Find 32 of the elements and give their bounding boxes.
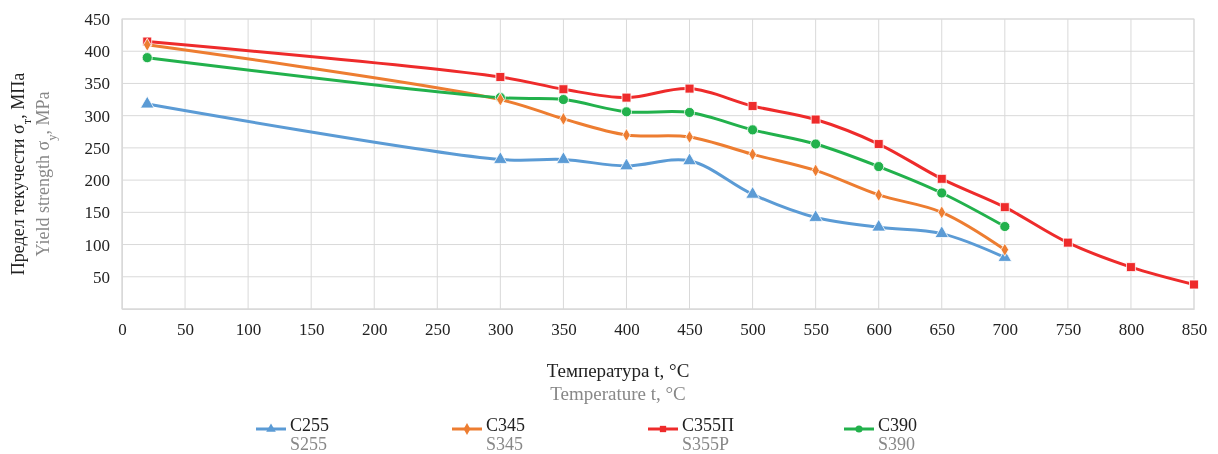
legend-label: С390 S390 bbox=[878, 415, 918, 454]
x-tick-label: 600 bbox=[866, 320, 892, 340]
y-tick-label: 200 bbox=[84, 171, 110, 191]
x-tick-label: 50 bbox=[177, 320, 195, 340]
x-tick-label: 400 bbox=[614, 320, 640, 340]
x-tick-label: 300 bbox=[488, 320, 514, 340]
x-tick-label: 850 bbox=[1181, 320, 1208, 340]
y-tick-label: 450 bbox=[84, 9, 110, 29]
x-tick-label: 750 bbox=[1055, 320, 1082, 340]
x-tick-label: 650 bbox=[929, 320, 956, 340]
x-tick-label: 250 bbox=[425, 320, 451, 340]
x-tick-label: 350 bbox=[551, 320, 577, 340]
x-tick-label: 150 bbox=[298, 320, 325, 340]
y-tick-label: 250 bbox=[84, 138, 110, 158]
y-tick-label: 150 bbox=[84, 203, 110, 223]
x-tick-label: 200 bbox=[361, 320, 388, 340]
y-tick-label: 100 bbox=[84, 235, 110, 255]
x-tick-label: 550 bbox=[803, 320, 829, 340]
y-tick-label: 350 bbox=[84, 74, 110, 94]
x-tick-label: 450 bbox=[677, 320, 703, 340]
x-tick-label: 500 bbox=[740, 320, 766, 340]
x-tick-label: 100 bbox=[235, 320, 262, 340]
x-tick-label: 700 bbox=[992, 320, 1019, 340]
legend-label: С355П S355P bbox=[682, 415, 735, 454]
y-tick-label: 400 bbox=[84, 42, 110, 62]
x-tick-label: 0 bbox=[118, 320, 127, 340]
y-tick-label: 300 bbox=[84, 106, 110, 126]
legend-label: С255 S255 bbox=[290, 415, 330, 454]
y-tick-label: 50 bbox=[93, 267, 110, 287]
x-axis-title: Температура t, °C Temperature t, °C bbox=[546, 360, 690, 404]
legend-label: С345 S345 bbox=[486, 415, 526, 454]
x-tick-label: 800 bbox=[1118, 320, 1145, 340]
